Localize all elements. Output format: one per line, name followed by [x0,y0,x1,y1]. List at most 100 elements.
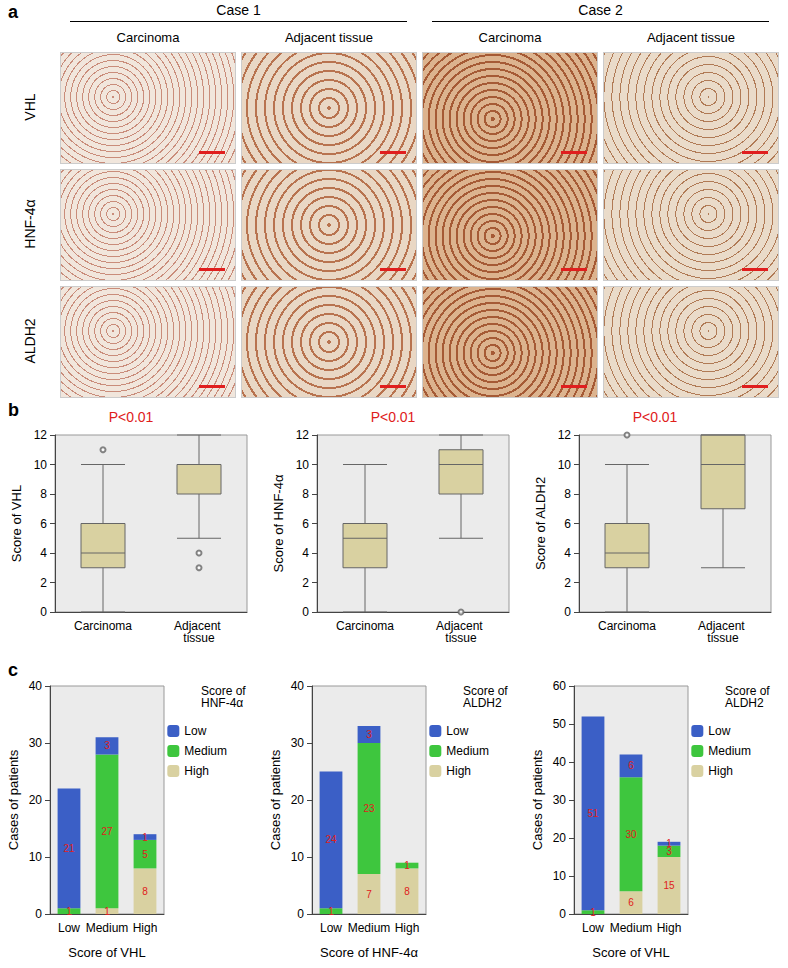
svg-text:P<0.01: P<0.01 [109,409,154,425]
svg-text:Medium: Medium [610,921,653,935]
svg-text:6: 6 [564,517,571,531]
svg-text:21: 21 [63,843,75,854]
svg-text:Carcinoma: Carcinoma [74,619,132,633]
svg-text:Medium: Medium [348,921,391,935]
svg-text:Medium: Medium [708,744,751,758]
svg-text:Cases of patients: Cases of patients [6,749,21,850]
svg-text:Medium: Medium [86,921,129,935]
svg-text:Carcinoma: Carcinoma [336,619,394,633]
svg-text:40: 40 [553,755,567,769]
svg-text:Low: Low [708,724,730,738]
svg-text:ALDH2: ALDH2 [725,696,764,710]
svg-text:8: 8 [564,487,571,501]
svg-text:23: 23 [363,803,375,814]
svg-text:8: 8 [302,487,309,501]
svg-text:Low: Low [446,724,468,738]
svg-text:6: 6 [40,517,47,531]
svg-text:27: 27 [101,826,113,837]
svg-text:10: 10 [553,869,567,883]
svg-text:1: 1 [328,906,334,917]
svg-text:20: 20 [291,793,305,807]
svg-text:Low: Low [582,921,604,935]
svg-text:4: 4 [564,546,571,560]
svg-text:Score of VHL: Score of VHL [9,485,24,562]
svg-text:10: 10 [34,458,48,472]
svg-text:HNF-4α: HNF-4α [201,696,243,710]
svg-text:Score of HNF-4α: Score of HNF-4α [320,945,418,960]
svg-text:60: 60 [553,679,567,693]
svg-text:15: 15 [663,880,675,891]
svg-text:50: 50 [553,717,567,731]
svg-text:12: 12 [558,428,572,442]
svg-text:Low: Low [58,921,80,935]
svg-text:1: 1 [590,907,596,918]
svg-text:Cases of patients: Cases of patients [268,749,283,850]
svg-text:6: 6 [628,897,634,908]
svg-text:6: 6 [628,760,634,771]
svg-text:0: 0 [564,605,571,619]
svg-text:5: 5 [142,849,148,860]
svg-text:30: 30 [553,793,567,807]
svg-text:40: 40 [291,679,305,693]
svg-text:0: 0 [302,605,309,619]
svg-text:7: 7 [366,889,372,900]
svg-text:High: High [395,921,420,935]
svg-text:1: 1 [666,838,672,849]
svg-text:High: High [446,764,471,778]
svg-text:10: 10 [291,850,305,864]
svg-text:12: 12 [296,428,310,442]
svg-text:24: 24 [325,834,337,845]
svg-text:tissue: tissue [445,631,477,645]
svg-text:Low: Low [320,921,342,935]
svg-text:tissue: tissue [183,631,215,645]
svg-text:0: 0 [559,907,566,921]
svg-text:4: 4 [302,546,309,560]
svg-text:High: High [184,764,209,778]
svg-text:12: 12 [34,428,48,442]
svg-text:0: 0 [35,907,42,921]
svg-text:51: 51 [587,808,599,819]
svg-text:1: 1 [142,832,148,843]
svg-text:Score of ALDH2: Score of ALDH2 [533,477,548,570]
svg-text:2: 2 [564,576,571,590]
svg-text:Medium: Medium [446,744,489,758]
svg-text:Carcinoma: Carcinoma [598,619,656,633]
svg-text:High: High [657,921,682,935]
svg-text:P<0.01: P<0.01 [633,409,678,425]
svg-text:Medium: Medium [184,744,227,758]
svg-text:2: 2 [40,576,47,590]
svg-text:8: 8 [404,886,410,897]
svg-text:30: 30 [29,736,43,750]
svg-text:30: 30 [625,829,637,840]
svg-text:tissue: tissue [707,631,739,645]
svg-text:1: 1 [404,860,410,871]
svg-text:1: 1 [104,906,110,917]
svg-text:8: 8 [142,886,148,897]
svg-text:P<0.01: P<0.01 [371,409,416,425]
svg-text:ALDH2: ALDH2 [463,696,502,710]
svg-text:4: 4 [40,546,47,560]
svg-text:10: 10 [29,850,43,864]
svg-text:High: High [133,921,158,935]
svg-text:0: 0 [40,605,47,619]
svg-text:Score of HNF-4α: Score of HNF-4α [271,474,286,572]
svg-text:20: 20 [553,831,567,845]
svg-text:2: 2 [302,576,309,590]
svg-text:20: 20 [29,793,43,807]
svg-text:Score of VHL: Score of VHL [68,945,145,960]
svg-text:0: 0 [297,907,304,921]
svg-text:8: 8 [40,487,47,501]
svg-text:30: 30 [291,736,305,750]
svg-text:1: 1 [66,906,72,917]
svg-text:3: 3 [104,740,110,751]
svg-text:3: 3 [366,729,372,740]
html-text:Case 1: Case 1 [216,2,261,18]
svg-text:Cases of patients: Cases of patients [530,749,545,850]
svg-text:Score of VHL: Score of VHL [592,945,669,960]
svg-text:6: 6 [302,517,309,531]
svg-text:40: 40 [29,679,43,693]
svg-text:High: High [708,764,733,778]
svg-text:10: 10 [296,458,310,472]
svg-text:Low: Low [184,724,206,738]
svg-text:10: 10 [558,458,572,472]
